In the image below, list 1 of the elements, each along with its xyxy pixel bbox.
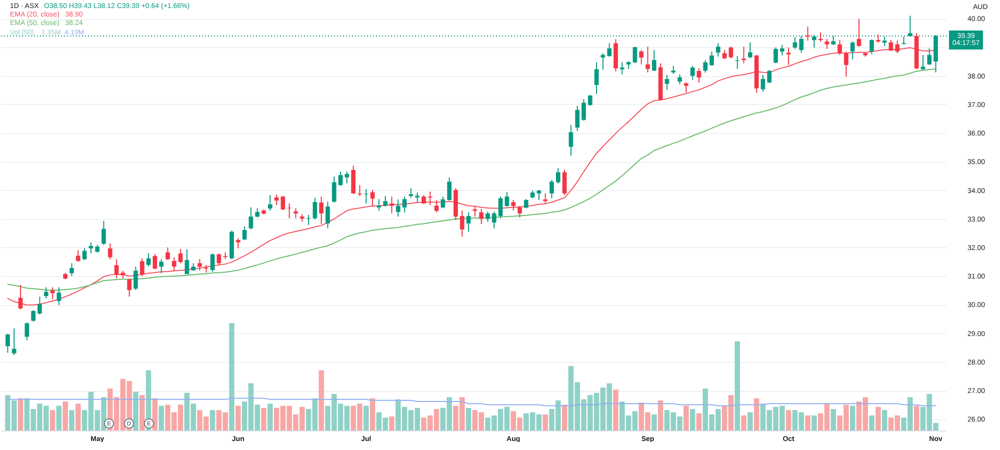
candlestick [6,333,10,354]
